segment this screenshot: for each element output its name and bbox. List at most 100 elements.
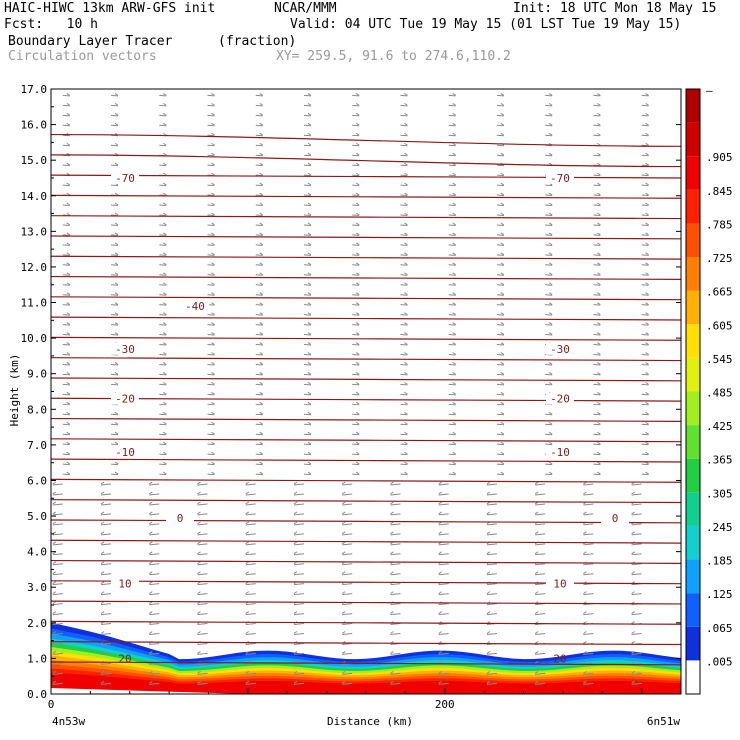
vector-arrowhead [211, 352, 215, 355]
isotherm-line [50, 580, 682, 585]
vector-arrowhead [404, 401, 408, 405]
vector-arrow [631, 553, 642, 556]
vector-arrowhead [52, 591, 57, 595]
vector-arrowhead [211, 471, 215, 475]
vector-arrow [303, 403, 312, 406]
vector-arrow [545, 314, 553, 316]
vector-arrow [100, 543, 112, 546]
vector-arrowhead [534, 481, 539, 485]
vector-arrowhead [163, 172, 167, 176]
vector-arrow [159, 224, 167, 226]
vector-arrow [545, 473, 553, 476]
vector-arrow [149, 503, 160, 506]
vector-arrowhead [548, 312, 553, 316]
vector-arrow [400, 363, 408, 366]
vector-arrow [352, 294, 360, 296]
vector-arrow [62, 114, 70, 117]
vector-arrowhead [500, 272, 505, 276]
vector-arrowhead [404, 222, 408, 226]
vector-arrowhead [452, 272, 456, 276]
vector-arrow [545, 373, 553, 376]
vector-arrowhead [259, 381, 264, 385]
vector-arrowhead [259, 302, 264, 306]
vector-arrowhead [259, 282, 264, 286]
vector-arrowhead [163, 471, 167, 475]
vector-arrowhead [211, 262, 215, 266]
vector-arrowhead [548, 372, 553, 375]
vector-arrowhead [66, 352, 71, 355]
vector-arrowhead [149, 680, 153, 684]
vector-arrowhead [100, 651, 105, 654]
vector-arrow [583, 652, 594, 655]
vector-arrow [207, 314, 215, 316]
vector-arrowhead [486, 511, 491, 515]
vector-arrowhead [597, 352, 601, 355]
vector-arrowhead [259, 92, 264, 96]
vector-arrow [100, 662, 112, 665]
vector-arrowhead [355, 381, 360, 385]
vector-arrow [545, 104, 553, 107]
vector-arrowhead [114, 222, 119, 226]
vector-arrowhead [645, 391, 649, 395]
tracer-fill [51, 622, 681, 694]
vector-arrowhead [645, 292, 649, 296]
vector-arrow [159, 473, 167, 476]
colorbar-swatch [686, 593, 700, 627]
vector-arrow [52, 533, 63, 536]
vector-arrow [255, 94, 263, 97]
vector-arrowhead [211, 381, 215, 385]
vector-arrowhead [163, 322, 167, 326]
isotherm-label-bg [546, 171, 574, 184]
vector-arrow [207, 204, 215, 207]
vector-arrow [159, 363, 167, 366]
vector-arrow [197, 583, 208, 586]
vector-arrow [641, 324, 649, 326]
vector-arrowhead [534, 571, 539, 575]
vector-arrow [111, 443, 119, 446]
isotherm-label: 0 [177, 512, 184, 525]
vector-arrowhead [149, 561, 153, 565]
vector-arrow [111, 164, 119, 167]
vector-arrowhead [114, 282, 119, 286]
vector-arrow [641, 344, 649, 346]
vector-arrow [207, 473, 215, 476]
vector-arrowhead [245, 561, 250, 565]
vector-arrowhead [307, 162, 312, 166]
vector-arrowhead [149, 531, 153, 535]
vector-arrow [111, 184, 119, 187]
vector-arrowhead [438, 591, 442, 595]
vector-arrow [583, 573, 594, 576]
vector-arrowhead [355, 272, 360, 276]
vector-arrow [207, 164, 215, 167]
vector-arrow [400, 144, 408, 147]
vector-arrowhead [341, 491, 346, 495]
isotherm-line [50, 539, 682, 544]
vector-arrowhead [452, 212, 456, 216]
vector-arrow [496, 114, 504, 117]
vector-arrowhead [259, 182, 264, 186]
vector-arrow [159, 383, 167, 386]
vector-arrow [545, 244, 553, 246]
vector-arrowhead [631, 571, 635, 575]
vector-arrow [245, 553, 256, 556]
vector-arrow [293, 583, 305, 586]
y-tick-label: 1.0 [27, 652, 47, 665]
vector-arrowhead [163, 362, 167, 365]
vector-arrow [207, 124, 215, 127]
x-start-location: 4n53w [52, 715, 85, 728]
vector-arrowhead [404, 431, 408, 435]
vector-arrow [100, 563, 112, 566]
vector-arrow [535, 563, 546, 566]
vector-arrow [255, 184, 263, 187]
vector-arrowhead [452, 461, 456, 465]
vector-arrow [255, 274, 263, 276]
vector-arrow [62, 164, 70, 167]
vector-arrowhead [211, 312, 215, 316]
vector-arrow [593, 423, 601, 426]
vector-arrowhead [66, 272, 71, 276]
vector-arrowhead [390, 680, 394, 684]
vector-arrowhead [404, 312, 408, 316]
vector-arrow [159, 254, 167, 256]
vector-arrowhead [245, 551, 250, 555]
vector-arrowhead [163, 381, 167, 385]
